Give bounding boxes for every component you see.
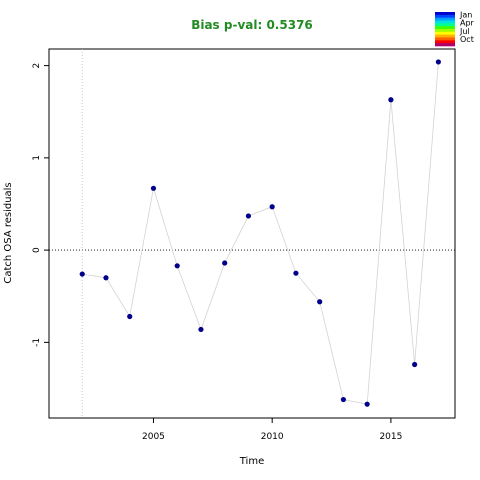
- legend-color-swatch: [435, 34, 455, 38]
- residual-point: [340, 396, 347, 403]
- y-axis-label: Catch OSA residuals: [3, 182, 14, 283]
- chart-title: Bias p-val: 0.5376: [191, 18, 313, 32]
- residual-point: [79, 271, 85, 277]
- legend-label: Jan: [459, 11, 472, 20]
- legend-label: Jul: [459, 27, 470, 36]
- legend-color-swatch: [435, 14, 455, 18]
- residual-point: [269, 204, 275, 210]
- x-tick-label: 2015: [379, 432, 402, 442]
- reference-lines: [49, 49, 455, 418]
- residual-point: [364, 401, 370, 407]
- residual-point: [388, 97, 394, 103]
- residual-point: [222, 260, 228, 266]
- legend-color-swatch: [435, 20, 455, 24]
- plot-frame: [48, 48, 456, 419]
- residual-line: [82, 61, 439, 405]
- residual-point: [127, 313, 133, 320]
- y-tick-label: -1: [32, 338, 42, 347]
- legend-color-swatch: [435, 12, 455, 16]
- residual-point: [103, 275, 109, 281]
- legend-color-swatch: [435, 23, 455, 27]
- residual-point: [293, 270, 299, 276]
- y-tick-label: 0: [32, 247, 42, 253]
- legend-color-swatch: [435, 40, 455, 44]
- legend-color-swatch: [435, 17, 455, 21]
- x-tick-label: 2005: [142, 432, 165, 442]
- legend-color-swatch: [435, 29, 455, 33]
- residual-point: [150, 185, 157, 191]
- residual-series: [79, 59, 441, 407]
- legend-label: Oct: [460, 35, 474, 44]
- legend-label: Apr: [460, 19, 475, 28]
- y-tick-label: 2: [32, 63, 42, 69]
- residual-point: [174, 263, 180, 269]
- residual-point: [317, 299, 323, 305]
- residual-point: [198, 326, 204, 333]
- legend-color-swatch: [435, 26, 455, 30]
- axes: 2005 2010 2015 -1 0 1 2: [32, 63, 402, 442]
- legend-color-swatch: [435, 31, 455, 35]
- y-tick-label: 1: [32, 155, 42, 161]
- residual-point: [245, 213, 252, 219]
- x-tick-label: 2010: [261, 432, 284, 442]
- x-axis-label: Time: [239, 456, 264, 467]
- legend-color-swatch: [435, 37, 455, 41]
- residual-point: [435, 59, 441, 65]
- residual-point: [412, 361, 418, 368]
- legend-color-swatch: [435, 43, 455, 47]
